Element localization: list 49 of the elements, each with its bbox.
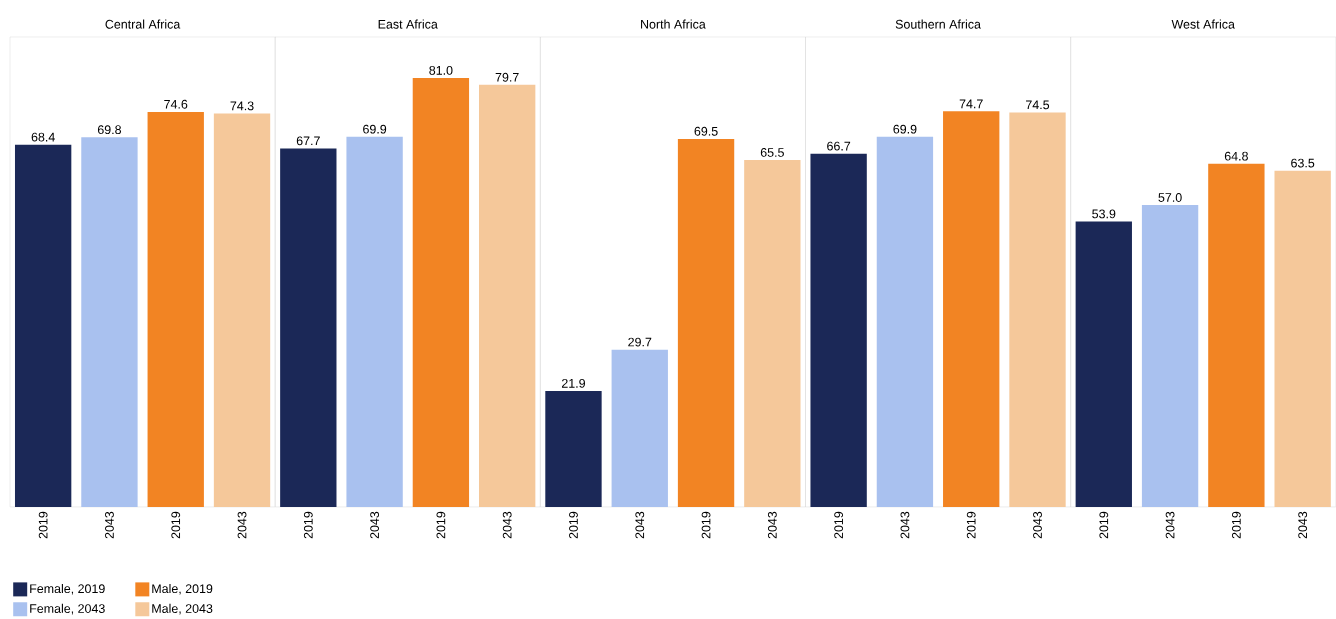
legend-label: Male, 2043 [152,603,213,615]
data-label: 69.9 [363,124,387,134]
legend-label: Male, 2019 [152,584,213,595]
x-tick-label: 2043 [1298,511,1308,539]
data-label: 68.4 [31,132,55,142]
x-tick-label: 2019 [436,512,446,539]
legend-label: Female, 2043 [30,603,105,615]
x-tick-label: 2019 [966,512,976,539]
x-tick-label: 2019 [1099,512,1109,539]
data-label: 69.8 [97,125,122,135]
chart-title: Central Africa [105,19,181,29]
x-tick-label: 2019 [38,512,48,539]
legend-label: Female, 2019 [30,584,105,595]
x-tick-label: 2043 [767,511,777,539]
data-label: 79.7 [495,73,519,82]
x-tick-label: 2043 [502,511,512,539]
data-label: 67.7 [296,136,320,146]
data-label: 65.5 [760,148,784,158]
x-tick-label: 2019 [701,512,711,539]
x-tick-label: 2043 [1165,511,1175,539]
x-tick-label: 2019 [1231,512,1241,539]
chart-title: Southern Africa [895,19,981,29]
data-label: 63.5 [1291,158,1315,168]
x-tick-label: 2019 [303,512,313,539]
data-label: 29.7 [628,337,652,347]
x-tick-label: 2043 [900,511,910,539]
data-label: 66.7 [827,141,851,151]
x-tick-label: 2019 [171,512,181,539]
data-label: 53.9 [1092,209,1116,219]
data-label: 21.9 [561,379,586,388]
data-label: 74.7 [959,99,983,109]
data-label: 69.5 [694,127,718,136]
data-label: 69.9 [893,124,917,134]
data-label: 64.8 [1224,151,1248,161]
x-tick-label: 2043 [1033,511,1042,539]
x-tick-label: 2043 [105,511,114,539]
x-tick-label: 2043 [237,511,247,539]
x-tick-label: 2019 [569,512,578,539]
data-label: 74.3 [230,101,254,111]
data-label: 74.6 [164,100,188,109]
chart-title: North Africa [641,19,706,29]
data-label: 74.5 [1026,100,1050,110]
x-tick-label: 2019 [834,512,844,539]
x-tick-label: 2043 [635,511,645,539]
x-tick-label: 2043 [370,511,380,539]
chart-title: West Africa [1171,19,1235,29]
data-label: 57.0 [1158,193,1182,203]
data-label: 81.0 [429,66,453,75]
chart-title: East Africa [378,19,438,29]
